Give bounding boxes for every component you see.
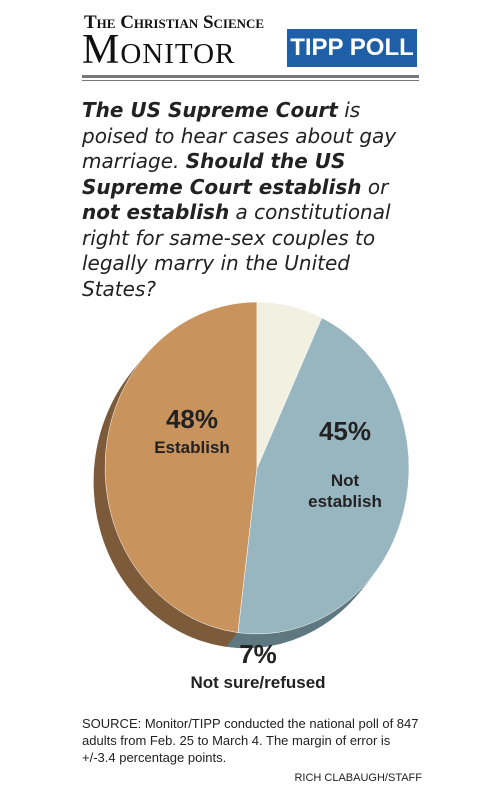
category-label: Not establish [308,471,382,511]
pie-slice [237,317,410,635]
label-word: Not [331,471,360,490]
pie-slice [256,301,323,469]
question-part: Should the US Supreme Court establish [82,149,362,199]
value-label: 7% [239,639,277,669]
question: The US Supreme Court is poised to hear c… [82,98,427,302]
badge: TIPP POLL [287,29,417,67]
source: SOURCE: Monitor/TIPP conducted the natio… [82,716,419,765]
question-part: is poised to hear cases about gay marria… [82,98,397,173]
question-part: not establish [82,200,230,224]
category-label: Not sure/refused [190,673,325,692]
value-label: 48% [166,404,218,434]
logo-top: The Christian Science [84,12,265,33]
logo: Monitor [82,27,236,73]
category-label: Establish [154,438,230,457]
label-word: establish [308,492,382,511]
value-label: 45% [319,416,371,446]
question-part: or [361,174,389,199]
pie-slice [104,301,258,633]
rule [82,80,419,81]
question-part: a constitutional right for same-sex coup… [82,200,391,301]
rule [82,75,419,78]
question-part: The US Supreme Court [82,98,338,122]
credit: RICH CLABAUGH/STAFF [294,772,422,784]
